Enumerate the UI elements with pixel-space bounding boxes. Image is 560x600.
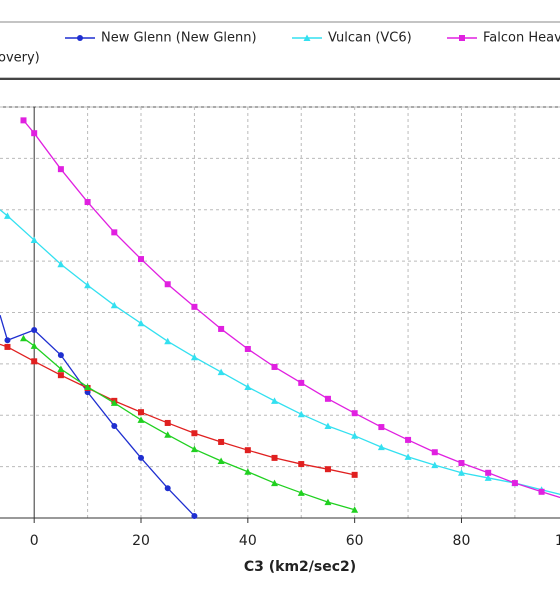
legend-fragment: overy) bbox=[0, 51, 40, 66]
marker bbox=[378, 424, 385, 431]
marker bbox=[377, 443, 385, 451]
marker bbox=[20, 334, 28, 342]
marker bbox=[191, 512, 198, 519]
marker bbox=[297, 489, 305, 496]
marker bbox=[57, 260, 65, 268]
marker bbox=[164, 485, 171, 492]
marker bbox=[57, 352, 64, 359]
series-line bbox=[23, 337, 355, 511]
marker bbox=[297, 410, 305, 418]
marker bbox=[218, 325, 225, 332]
marker bbox=[511, 480, 518, 487]
x-tick-label: 0 bbox=[30, 533, 39, 549]
marker bbox=[351, 506, 359, 513]
marker bbox=[351, 410, 358, 417]
marker bbox=[31, 130, 38, 137]
marker bbox=[324, 466, 331, 473]
x-tick-label: 20 bbox=[132, 533, 150, 549]
marker bbox=[110, 399, 118, 406]
marker bbox=[217, 457, 225, 464]
marker bbox=[111, 229, 118, 236]
marker bbox=[30, 236, 38, 244]
marker bbox=[57, 372, 64, 379]
marker bbox=[164, 281, 171, 288]
x-tick-label: 80 bbox=[453, 533, 471, 549]
series bbox=[0, 343, 358, 478]
plot-area bbox=[0, 106, 560, 519]
marker bbox=[3, 212, 11, 219]
marker bbox=[244, 447, 251, 454]
marker bbox=[164, 419, 171, 426]
marker bbox=[84, 199, 91, 206]
marker bbox=[57, 166, 64, 173]
marker bbox=[110, 301, 118, 309]
marker bbox=[324, 422, 332, 430]
marker bbox=[138, 256, 145, 263]
marker bbox=[137, 416, 145, 423]
series bbox=[0, 209, 560, 496]
marker bbox=[138, 454, 145, 461]
legend-marker bbox=[459, 35, 465, 41]
marker bbox=[137, 319, 145, 327]
marker bbox=[191, 430, 198, 437]
legend-box bbox=[0, 21, 560, 79]
marker bbox=[351, 432, 359, 439]
legend-label: Falcon Heav bbox=[483, 31, 560, 46]
marker bbox=[351, 471, 358, 478]
marker bbox=[190, 353, 198, 361]
marker bbox=[84, 281, 92, 289]
legend-label: Vulcan (VC6) bbox=[328, 31, 412, 46]
series bbox=[20, 334, 359, 513]
legend-marker bbox=[77, 35, 83, 41]
x-tick-label: 100 bbox=[555, 533, 560, 549]
marker bbox=[298, 461, 305, 468]
marker bbox=[271, 454, 278, 461]
marker bbox=[538, 488, 545, 495]
marker bbox=[271, 479, 279, 487]
marker bbox=[244, 468, 252, 475]
x-tick-label: 60 bbox=[346, 533, 364, 549]
marker bbox=[4, 337, 11, 344]
legend-marker bbox=[303, 34, 311, 41]
marker bbox=[217, 368, 225, 376]
marker bbox=[485, 469, 492, 476]
marker bbox=[164, 431, 172, 438]
marker bbox=[138, 409, 145, 416]
marker bbox=[111, 423, 118, 430]
series-line bbox=[23, 119, 560, 499]
marker bbox=[84, 383, 92, 390]
marker bbox=[218, 438, 225, 445]
marker bbox=[4, 343, 11, 350]
marker bbox=[31, 326, 38, 333]
marker bbox=[191, 303, 198, 310]
marker bbox=[484, 474, 492, 481]
series bbox=[20, 117, 560, 499]
marker bbox=[457, 469, 465, 476]
marker bbox=[31, 358, 38, 365]
marker bbox=[190, 445, 198, 453]
marker bbox=[324, 498, 332, 506]
marker bbox=[20, 117, 27, 124]
marker bbox=[57, 365, 65, 373]
marker bbox=[405, 436, 412, 443]
legend-label: New Glenn (New Glenn) bbox=[101, 31, 257, 46]
marker bbox=[30, 342, 38, 349]
marker bbox=[244, 383, 252, 390]
x-tick-label: 40 bbox=[239, 533, 257, 549]
marker bbox=[431, 449, 438, 456]
series bbox=[0, 314, 198, 519]
marker bbox=[458, 460, 465, 467]
marker bbox=[404, 453, 412, 460]
marker bbox=[324, 395, 331, 402]
marker bbox=[244, 345, 251, 352]
marker bbox=[271, 363, 278, 370]
x-axis-title: C3 (km2/sec2) bbox=[244, 559, 356, 575]
marker bbox=[431, 461, 439, 469]
marker bbox=[271, 397, 279, 404]
marker bbox=[164, 337, 172, 345]
marker bbox=[298, 379, 305, 386]
